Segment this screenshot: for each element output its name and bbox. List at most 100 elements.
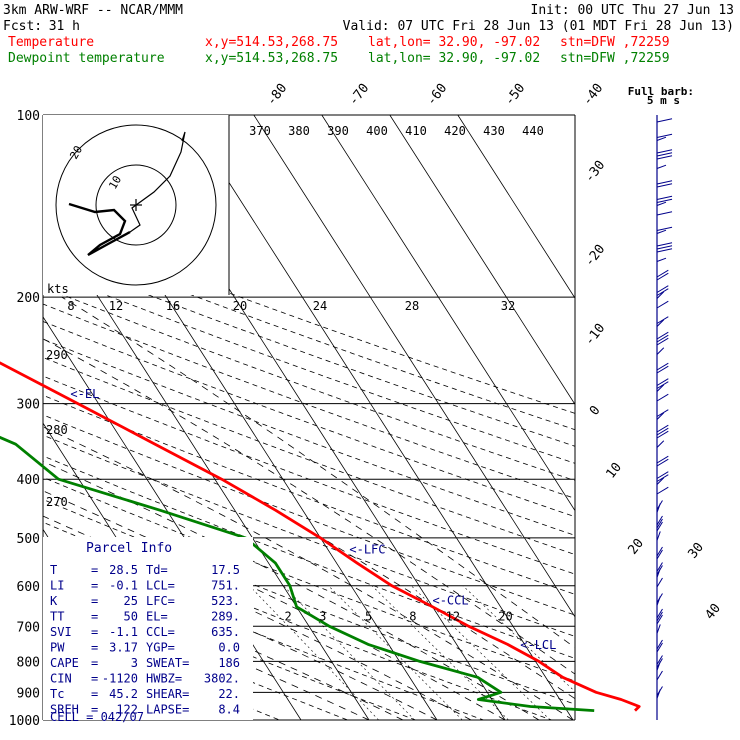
wind-barb: [656, 300, 669, 309]
wind-barb-flag: [656, 471, 669, 479]
parcel-value: 22.: [218, 687, 240, 701]
parcel-label: EL=: [146, 610, 168, 624]
wind-barb: [656, 180, 673, 188]
wind-barb-flag: [656, 393, 669, 402]
hodograph-speed-tick: 32: [501, 299, 515, 313]
parcel-label: Td=: [146, 563, 168, 577]
parcel-eq: =: [91, 594, 98, 608]
wind-barb: [656, 440, 665, 448]
wind-barb: [656, 211, 673, 216]
wind-barb: [656, 455, 669, 467]
isotherm-label: -50: [502, 81, 528, 109]
hodograph-speed-tick: 24: [313, 299, 327, 313]
wind-barb-flag: [656, 409, 669, 417]
parcel-label: CAPE: [50, 656, 79, 670]
parcel-value: 635.: [211, 625, 240, 639]
parcel-label: SREH: [50, 703, 79, 717]
isotherm-label: -40: [580, 81, 606, 109]
wind-barb: [656, 269, 669, 281]
wind-barb-flag: [656, 427, 669, 436]
wind-legend-title: Full barb:: [628, 85, 694, 98]
moist-adiabat: [43, 426, 574, 720]
wind-barb-flag: [656, 201, 667, 206]
wind-barb: [656, 118, 673, 123]
wind-barb-flag: [656, 614, 663, 625]
level-marker: <-CCL: [432, 594, 468, 608]
mixing-ratio-label: 8: [409, 609, 416, 623]
wind-barb-flag: [656, 272, 669, 281]
dry-adiabat: [43, 253, 575, 447]
parcel-label: SVI: [50, 625, 72, 639]
wind-barb: [656, 577, 663, 588]
dry-adiabat: [43, 338, 575, 536]
wind-barb-flag: [656, 337, 669, 346]
temp-legend-stn: stn=DFW ,72259: [560, 35, 670, 50]
theta-label: 380: [288, 124, 310, 138]
wind-barb-flag: [656, 291, 665, 299]
dew-legend-latlon: lat,lon= 32.90, -97.02: [368, 51, 540, 66]
wind-barb-flag: [656, 195, 673, 200]
wind-barb: [656, 331, 669, 346]
wind-barb-flag: [656, 689, 661, 699]
parcel-label: TT: [50, 610, 64, 624]
wind-barb-flag: [656, 562, 663, 572]
wind-barb-flag: [656, 430, 669, 439]
isotherm-label: 40: [703, 601, 724, 623]
dry-adiabat: [43, 521, 553, 720]
theta-label: 420: [444, 124, 466, 138]
wind-barb-flag: [656, 319, 665, 327]
hodograph-speed-tick: 8: [67, 299, 74, 313]
mixing-ratio-label: 12: [446, 609, 460, 623]
mixing-ratio-line: [328, 585, 463, 720]
wind-barb-flag: [656, 661, 661, 671]
parcel-label: SHEAR=: [146, 687, 189, 701]
pressure-tick-label: 800: [17, 655, 40, 670]
isotherm-line: [321, 115, 575, 512]
isotherm-line: [457, 115, 575, 299]
dry-adiabat: [43, 414, 575, 616]
wind-barb: [656, 486, 669, 495]
wind-barb-flag: [656, 242, 673, 247]
wind-barb-flag: [656, 549, 663, 560]
wind-barb-flag: [656, 229, 667, 234]
theta-label: 430: [483, 124, 505, 138]
parcel-value: 0.0: [218, 641, 240, 655]
wind-barb: [656, 546, 663, 560]
wind-barb-flag: [656, 384, 665, 392]
isotherm-line: [253, 115, 575, 618]
model-title: 3km ARW-WRF -- NCAR/MMM: [3, 3, 183, 18]
wind-barb: [656, 393, 669, 402]
parcel-eq: =: [91, 687, 98, 701]
theta-label: 410: [405, 124, 427, 138]
dry-adiabat: [43, 434, 575, 637]
parcel-label: T: [50, 563, 57, 577]
parcel-value: -1120: [102, 672, 138, 686]
isotherm-label: -80: [264, 81, 290, 109]
isotherm-label: 20: [626, 536, 647, 558]
wind-barb-flag: [656, 568, 661, 578]
hodograph-ring-label: 20: [67, 144, 85, 162]
wind-barb-flag: [656, 211, 673, 216]
hodograph-speed-tick: 28: [405, 299, 419, 313]
theta-label: 440: [522, 124, 544, 138]
dry-adiabat: [43, 498, 575, 705]
parcel-value: 25: [124, 594, 138, 608]
wind-barb-flag: [656, 546, 663, 557]
wind-barb-flag: [656, 118, 673, 123]
wind-barb: [656, 639, 663, 653]
parcel-label: HWBZ=: [146, 672, 182, 686]
isotherm-label: -60: [424, 81, 450, 109]
parcel-value: 45.2: [109, 687, 138, 701]
moist-adiabat: [43, 385, 575, 700]
parcel-label: LCL=: [146, 579, 175, 593]
wind-legend-unit: 5 m s: [647, 94, 680, 107]
theta-label: 370: [249, 124, 271, 138]
isotherm-label: -20: [582, 242, 608, 270]
wind-barb-flag: [656, 642, 663, 653]
hodograph-ring-outer: [55, 124, 217, 286]
mixing-ratio-label: 20: [498, 609, 512, 623]
wind-barb-flag: [656, 269, 669, 278]
pressure-tick-label: 900: [17, 686, 40, 701]
parcel-label: LFC=: [146, 594, 175, 608]
